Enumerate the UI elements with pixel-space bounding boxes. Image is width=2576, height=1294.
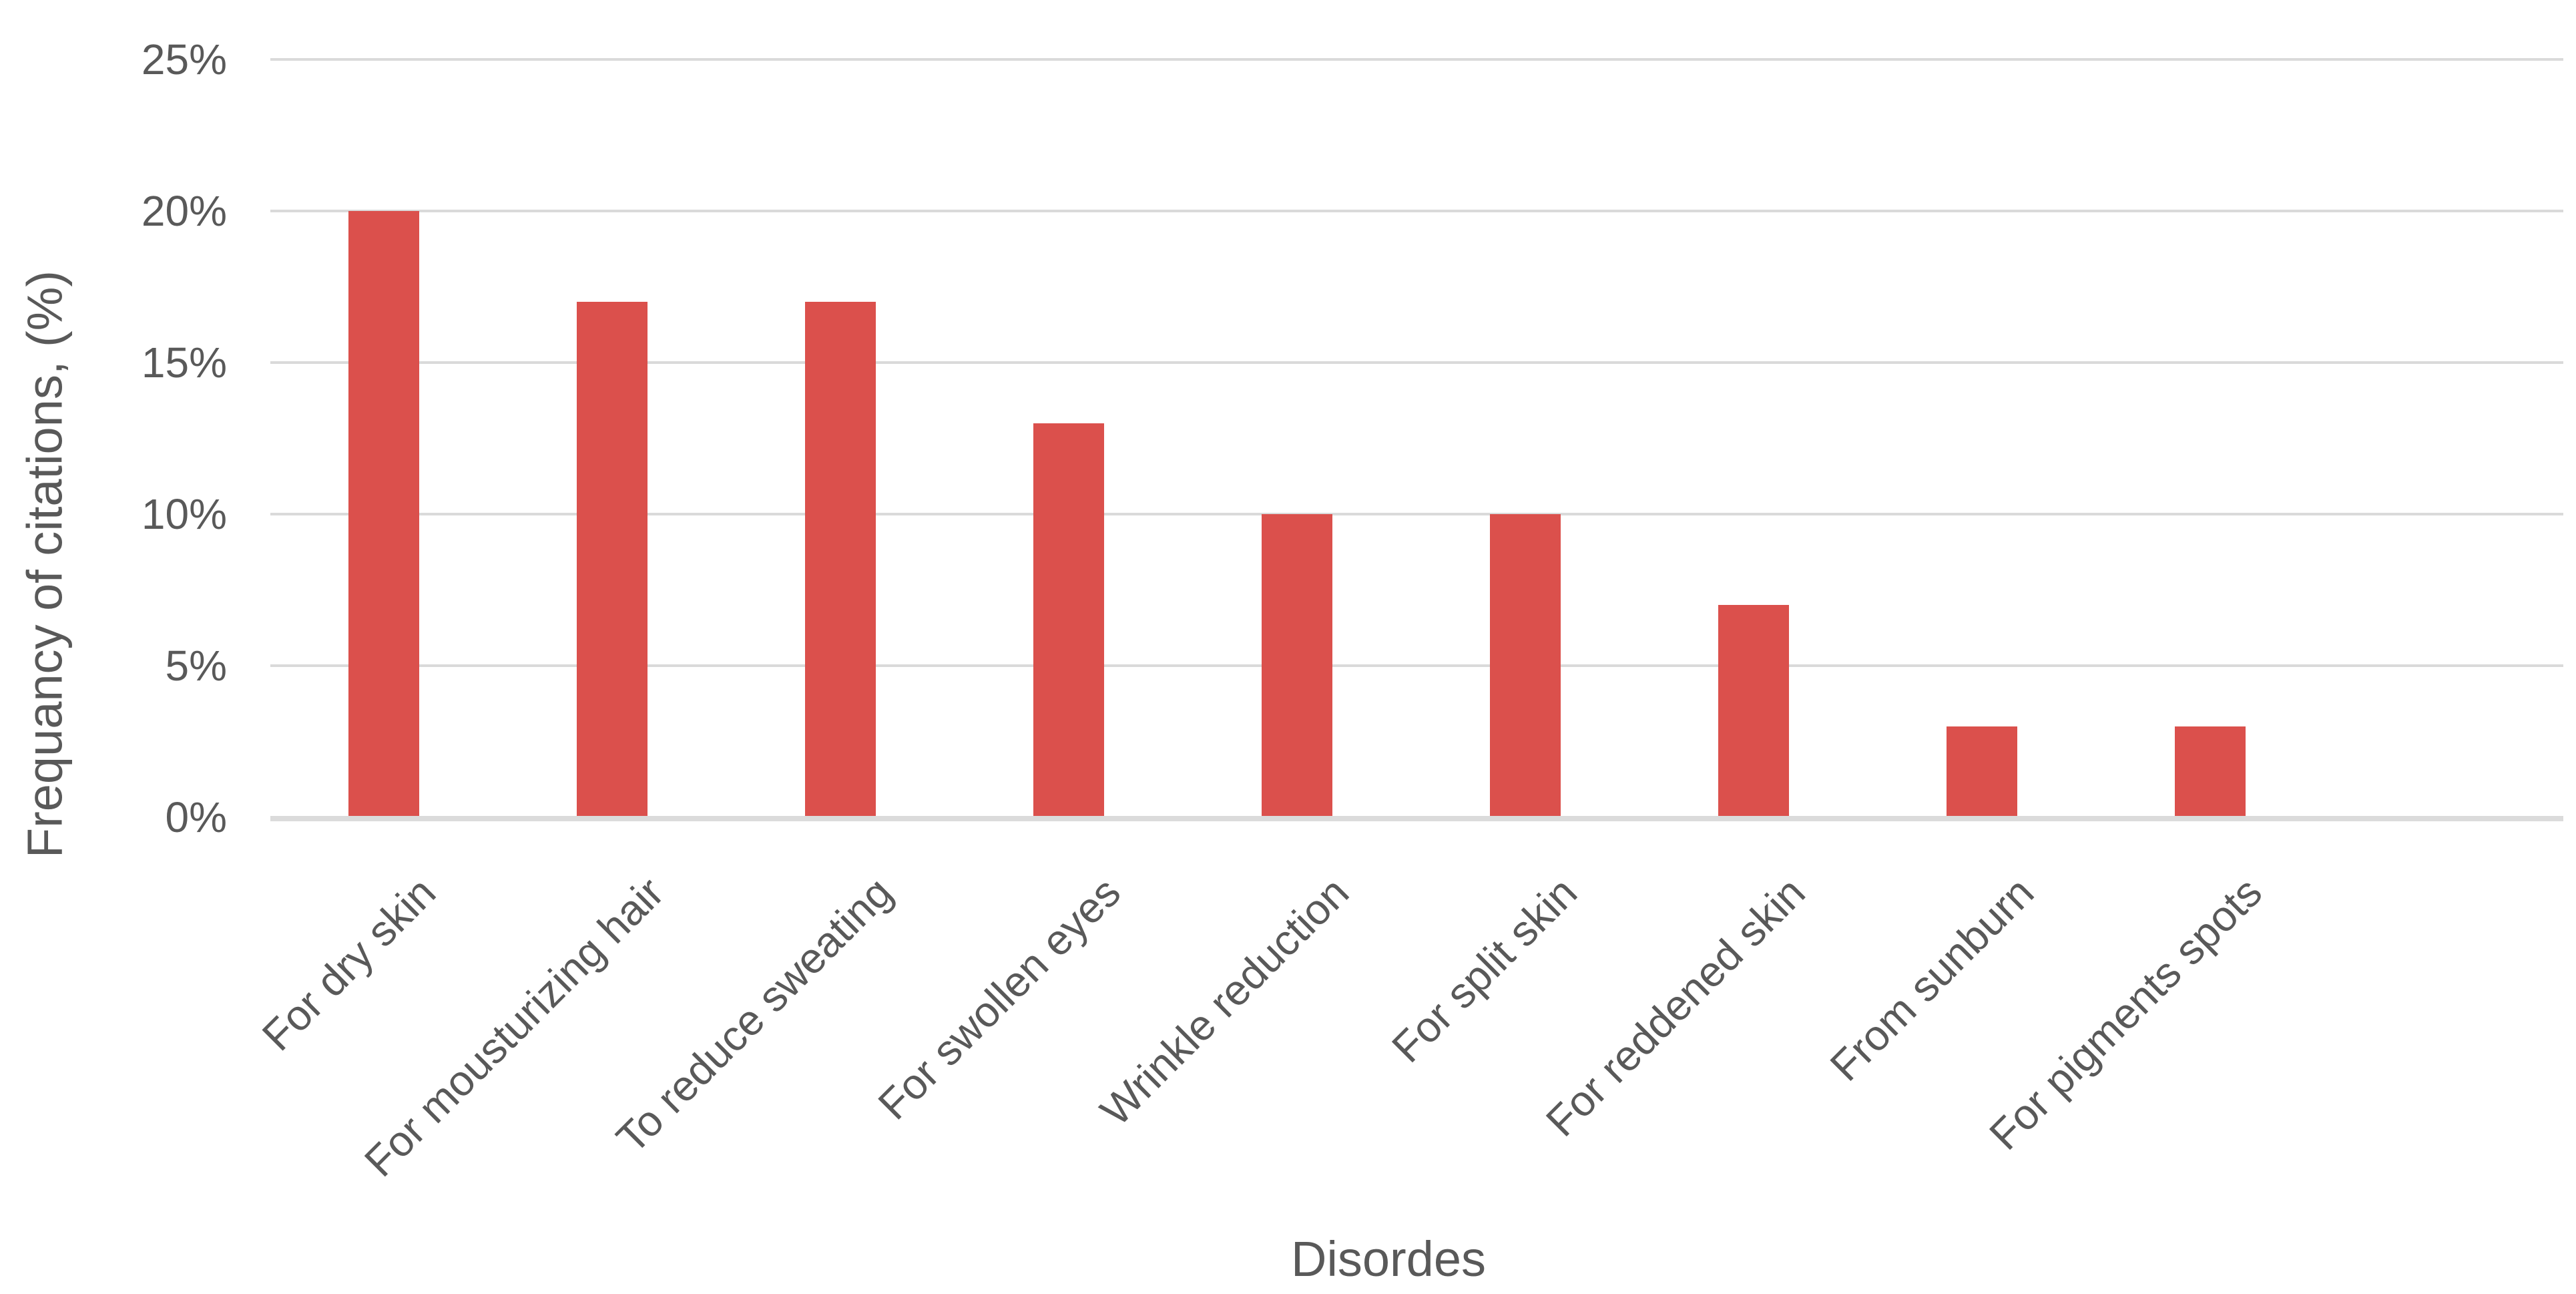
x-category-label: For dry skin <box>252 868 445 1060</box>
x-axis-line <box>270 816 2563 821</box>
x-category-label: For swollen eyes <box>868 868 1129 1129</box>
bar <box>1947 726 2017 817</box>
bar <box>1033 423 1104 817</box>
y-tick-label: 0% <box>165 793 228 841</box>
x-category-label: From sunburn <box>1820 868 2043 1090</box>
gridline <box>270 58 2563 61</box>
bar <box>1490 514 1561 817</box>
gridline <box>270 210 2563 212</box>
bar <box>805 302 876 817</box>
x-category-label: For split skin <box>1382 868 1586 1072</box>
y-tick-label: 20% <box>141 187 227 235</box>
bar <box>577 302 648 817</box>
x-category-label: Wrinkle reduction <box>1091 868 1358 1135</box>
y-axis-title: Frequancy of citations, (%) <box>17 270 73 859</box>
x-axis-title: Disordes <box>1291 1231 1486 1287</box>
bar <box>2175 726 2246 817</box>
bar <box>1718 605 1789 817</box>
y-tick-label: 15% <box>141 339 227 387</box>
gridline <box>270 664 2563 667</box>
y-tick-label: 5% <box>165 642 228 690</box>
y-tick-label: 10% <box>141 490 227 538</box>
gridline <box>270 361 2563 364</box>
bar <box>348 211 419 817</box>
bar <box>1262 514 1332 817</box>
gridline <box>270 513 2563 515</box>
y-tick-label: 25% <box>141 35 227 83</box>
